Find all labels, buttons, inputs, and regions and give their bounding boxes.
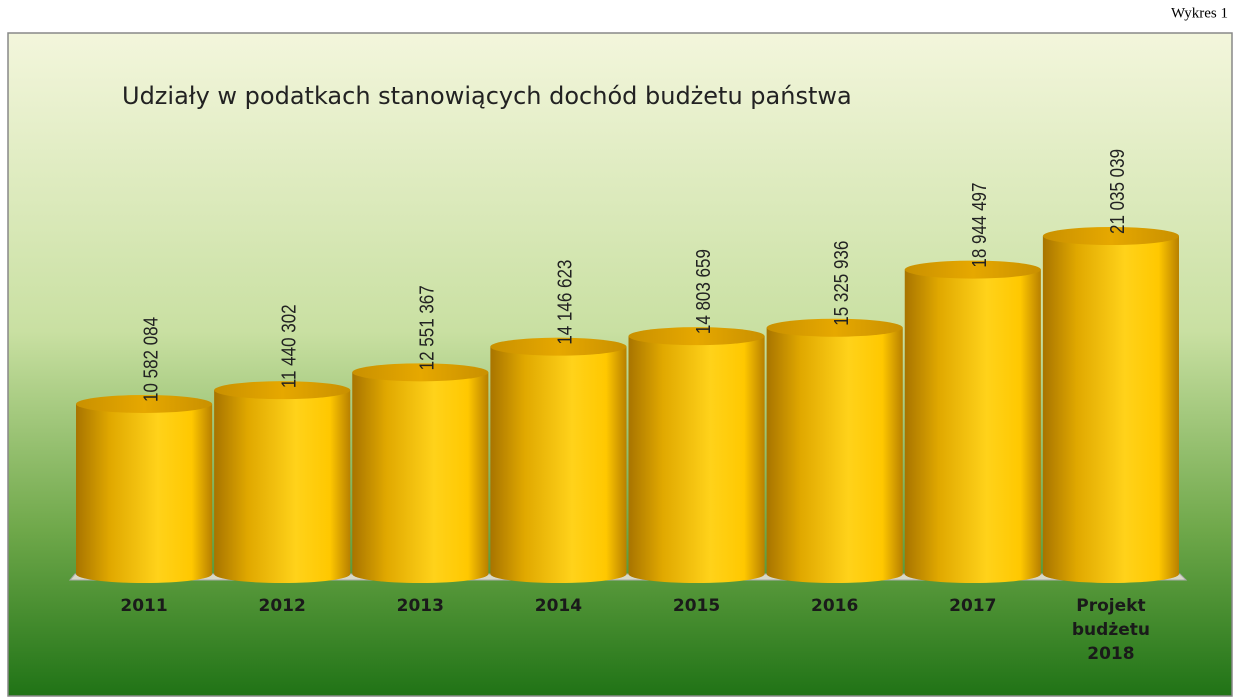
bar — [1042, 236, 1179, 583]
value-label: 14 803 659 — [692, 249, 715, 334]
x-tick-label: 2012 — [259, 596, 306, 616]
bar-top — [628, 327, 765, 346]
x-tick-label: 2013 — [397, 596, 444, 616]
x-tick-label: 2015 — [673, 596, 720, 616]
value-label: 15 325 936 — [830, 241, 853, 326]
bar — [766, 327, 903, 583]
bar — [352, 372, 489, 583]
value-label: 10 582 084 — [139, 317, 162, 402]
value-label: 21 035 039 — [1106, 149, 1129, 234]
bar — [76, 403, 213, 583]
bar-top — [352, 363, 489, 382]
x-tick-label: 2011 — [120, 596, 167, 616]
bar — [628, 336, 765, 583]
bar-top — [214, 381, 351, 400]
caption: Wykres 1 — [1171, 5, 1228, 21]
value-label: 11 440 302 — [277, 304, 300, 388]
chart-title: Udziały w podatkach stanowiących dochód … — [122, 82, 852, 110]
bar — [904, 269, 1041, 583]
bar-top — [904, 260, 1041, 279]
value-label: 12 551 367 — [415, 285, 438, 370]
bar-top — [1042, 227, 1179, 245]
bar-top — [766, 318, 903, 337]
bar — [214, 390, 351, 583]
x-tick-label: Projekt budżetu 2018 — [1072, 596, 1150, 664]
value-label: 14 146 623 — [553, 260, 576, 345]
x-tick-label: 2014 — [535, 596, 582, 616]
x-tick-label: 2016 — [811, 596, 858, 616]
bar — [490, 346, 627, 583]
value-label: 18 944 497 — [968, 183, 991, 268]
bar-top — [490, 337, 627, 356]
bar-top — [76, 394, 213, 413]
x-tick-label: 2017 — [949, 596, 996, 616]
